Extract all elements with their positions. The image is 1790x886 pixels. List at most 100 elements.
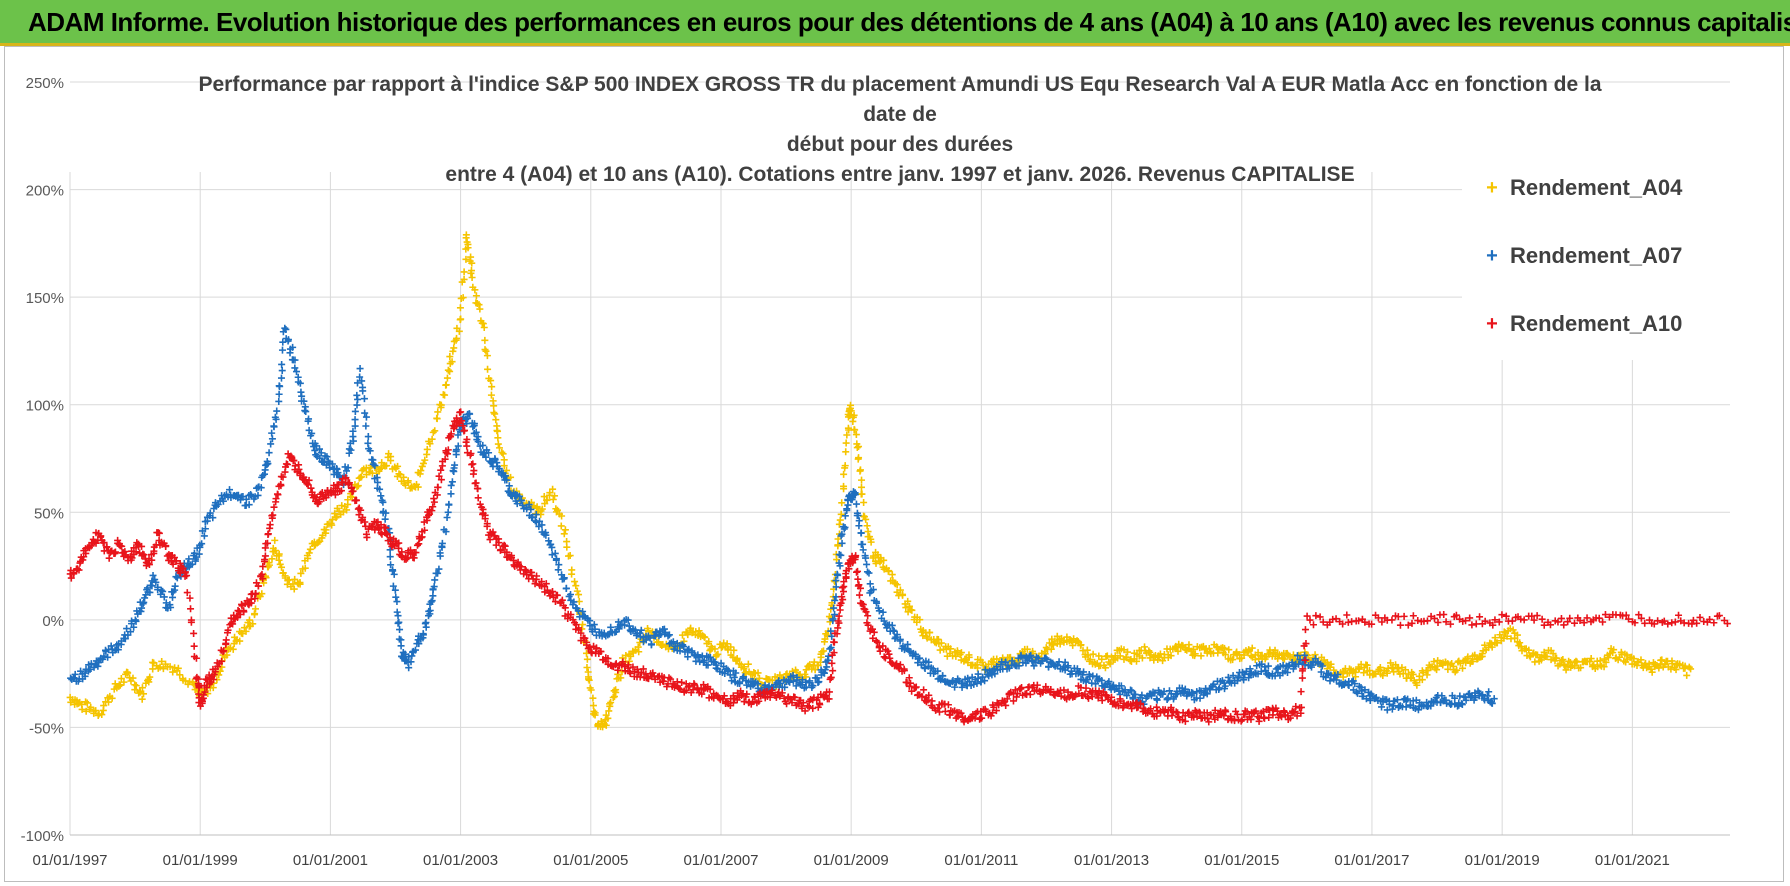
x-tick-label: 01/01/1999 (163, 852, 238, 869)
data-point (768, 676, 776, 684)
data-point (485, 449, 493, 457)
data-point (257, 484, 265, 492)
data-point (282, 325, 290, 333)
data-point (382, 509, 390, 517)
data-point (159, 665, 167, 673)
data-point (609, 693, 617, 701)
data-point (300, 397, 308, 405)
data-point (635, 648, 643, 656)
data-point (258, 590, 266, 598)
data-point (1383, 669, 1391, 677)
data-point (404, 479, 412, 487)
data-point (130, 623, 138, 631)
data-point (449, 347, 457, 355)
data-point (1280, 655, 1288, 663)
data-point (893, 581, 901, 589)
x-tick-label: 01/01/1997 (32, 852, 107, 869)
data-point (854, 575, 862, 583)
data-point (726, 671, 734, 679)
data-point (852, 568, 860, 576)
data-point (1559, 655, 1567, 663)
data-point (427, 598, 435, 606)
data-point (494, 440, 502, 448)
data-point (190, 642, 198, 650)
data-point (159, 587, 167, 595)
data-point (296, 379, 304, 387)
data-point (411, 646, 419, 654)
data-point (1637, 656, 1645, 664)
data-point (138, 604, 146, 612)
data-point (864, 612, 872, 620)
data-point (301, 407, 309, 415)
data-point (414, 483, 422, 491)
data-point (543, 496, 551, 504)
data-point (1472, 620, 1480, 628)
data-point (149, 571, 157, 579)
data-point (642, 636, 650, 644)
x-tick-label: 01/01/2021 (1595, 852, 1670, 869)
data-point (705, 638, 713, 646)
data-point (277, 374, 285, 382)
data-point (474, 438, 482, 446)
data-point (1485, 688, 1493, 696)
data-point (965, 653, 973, 661)
data-point (291, 364, 299, 372)
data-point (852, 431, 860, 439)
data-point (364, 433, 372, 441)
x-tick-label: 01/01/2011 (944, 852, 1018, 869)
data-point (1526, 652, 1534, 660)
data-point (740, 663, 748, 671)
data-point (397, 642, 405, 650)
data-point (100, 652, 108, 660)
data-point (806, 661, 814, 669)
data-point (1082, 684, 1090, 692)
data-point (714, 650, 722, 658)
data-point (417, 467, 425, 475)
data-point (311, 446, 319, 454)
data-point (879, 608, 887, 616)
data-point (394, 612, 402, 620)
data-point (278, 563, 286, 571)
report-banner: ADAM Informe. Evolution historique des p… (0, 0, 1790, 46)
data-point (362, 413, 370, 421)
data-point (278, 360, 286, 368)
data-point (466, 410, 474, 418)
data-point (391, 586, 399, 594)
data-point (462, 255, 470, 263)
data-point (1163, 696, 1171, 704)
data-point (1116, 652, 1124, 660)
data-point (838, 584, 846, 592)
data-point (1133, 657, 1140, 665)
data-point (214, 500, 222, 508)
data-point (1459, 664, 1467, 672)
data-point (589, 702, 597, 710)
data-point (209, 514, 217, 522)
data-point (351, 416, 359, 424)
data-point (515, 492, 523, 500)
data-point (1376, 663, 1384, 671)
data-point (448, 358, 456, 366)
data-point (1513, 631, 1521, 639)
data-point (99, 655, 107, 663)
x-tick-label: 01/01/2017 (1334, 852, 1409, 869)
data-point (602, 721, 610, 729)
data-point (494, 434, 502, 442)
data-point (1398, 664, 1406, 672)
x-tick-label: 01/01/2005 (553, 852, 628, 869)
data-point (436, 549, 444, 557)
data-point (345, 445, 353, 453)
data-point (222, 636, 230, 644)
data-point (855, 443, 863, 451)
data-point (867, 538, 875, 546)
data-point (1453, 666, 1461, 674)
data-point (317, 449, 325, 457)
data-point (920, 686, 928, 694)
data-point (268, 555, 276, 563)
data-point (1476, 613, 1484, 621)
data-point (1687, 665, 1695, 673)
data-point (617, 674, 625, 682)
data-point (469, 460, 477, 468)
data-point (1400, 612, 1408, 620)
data-point (358, 473, 366, 481)
data-point (809, 682, 817, 690)
